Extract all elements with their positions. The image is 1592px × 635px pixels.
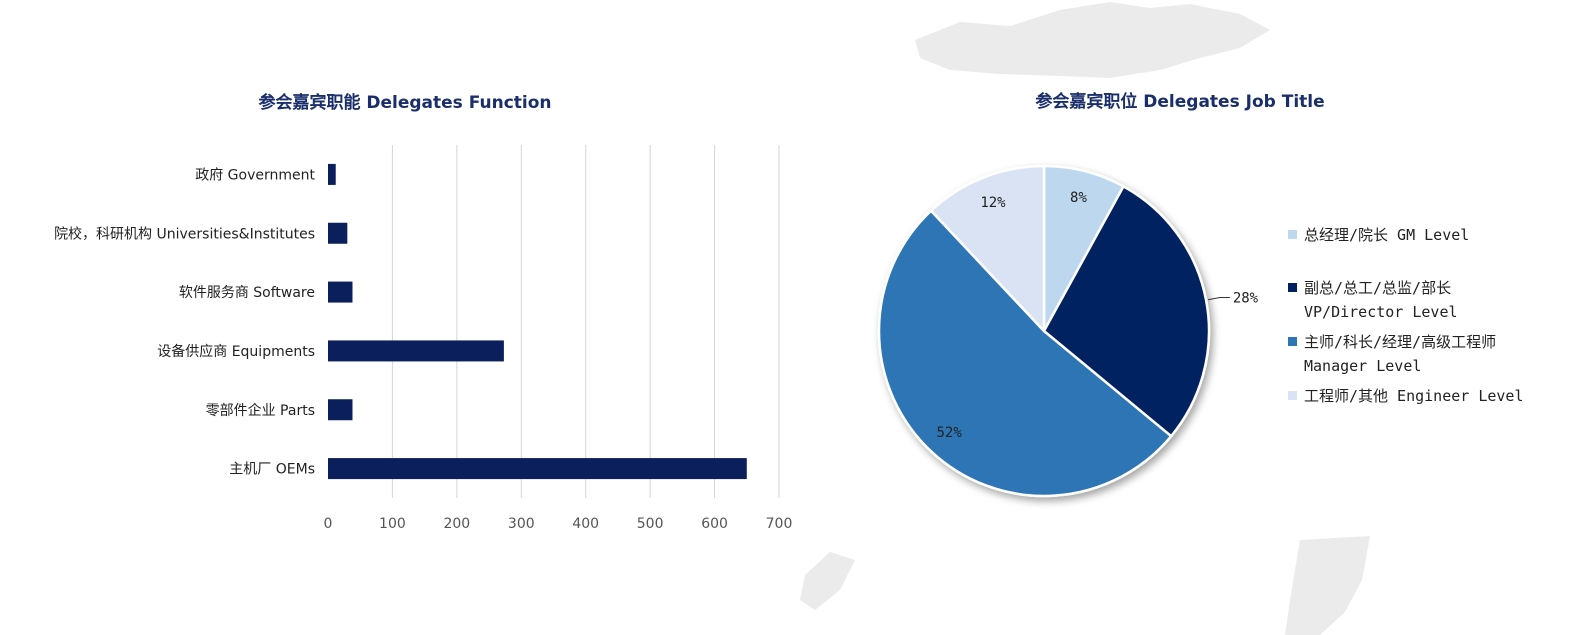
pie-data-label: 8% [1070, 190, 1087, 206]
pie-slice [1042, 184, 1211, 438]
category-label: 软件服务商 Software [179, 285, 315, 301]
legend-swatch [1288, 391, 1297, 400]
leader-line [1207, 296, 1230, 301]
bar-chart-tick-labels: 0 100 200 300 400 500 600 700 [324, 516, 793, 532]
pie-data-label: 52% [936, 425, 962, 441]
bar [328, 399, 353, 421]
pie-legend: 总经理/院长 GM Level 副总/总工/总监/部长 VP/Director Le… [1288, 226, 1524, 405]
pie-slice [929, 164, 1046, 335]
bar [328, 281, 353, 303]
map-shape-bottom-center [800, 552, 855, 610]
x-tick-label: 300 [508, 516, 535, 532]
bar [328, 340, 504, 362]
legend-swatch [1288, 283, 1297, 292]
x-tick-label: 600 [701, 516, 728, 532]
legend-label: 副总/总工/总监/部长 [1304, 279, 1451, 297]
map-shape-top-right [915, 2, 1270, 78]
bar [328, 458, 747, 480]
legend-label: 总经理/院长 GM Level [1304, 226, 1469, 244]
bar-chart-category-labels: 政府 Government 院校，科研机构 Universities&Instit… [54, 167, 315, 477]
bar-chart: 参会嘉宾职能 Delegates Function 政府 Government 院… [54, 92, 792, 532]
category-label: 院校，科研机构 Universities&Institutes [54, 225, 315, 242]
category-label: 零部件企业 Parts [206, 402, 315, 419]
x-tick-label: 500 [637, 516, 664, 532]
legend-swatch [1288, 337, 1297, 346]
legend-label: VP/Director Level [1304, 303, 1458, 321]
bar [328, 163, 336, 185]
x-tick-label: 0 [324, 516, 333, 532]
x-tick-label: 700 [766, 516, 793, 532]
category-label: 主机厂 OEMs [229, 462, 315, 478]
bar-chart-gridlines [391, 145, 780, 498]
legend-swatch [1288, 230, 1297, 239]
bar-chart-bars [328, 163, 747, 480]
pie-data-label: 12% [980, 195, 1006, 211]
category-label: 设备供应商 Equipments [157, 343, 315, 360]
category-label: 政府 Government [195, 167, 315, 183]
pie-chart: 参会嘉宾职位 Delegates Job Title 8% 28% 52% 12% 总… [877, 91, 1524, 498]
x-tick-label: 400 [572, 516, 599, 532]
pie-data-labels: 8% 28% 52% 12% [936, 190, 1258, 441]
pie-slices [877, 164, 1211, 498]
x-tick-label: 200 [443, 516, 470, 532]
bar [328, 222, 348, 244]
bar-chart-title: 参会嘉宾职能 Delegates Function [258, 92, 551, 113]
background-map [800, 2, 1370, 635]
legend-label: 工程师/其他 Engineer Level [1304, 387, 1524, 405]
map-shape-bottom-right [1285, 536, 1370, 635]
pie-chart-title: 参会嘉宾职位 Delegates Job Title [1035, 91, 1324, 112]
pie-data-label: 28% [1233, 290, 1259, 306]
x-tick-label: 100 [379, 516, 406, 532]
legend-label: 主师/科长/经理/高级工程师 [1304, 333, 1496, 351]
legend-label: Manager Level [1304, 357, 1421, 375]
pie-slice [877, 208, 1173, 498]
